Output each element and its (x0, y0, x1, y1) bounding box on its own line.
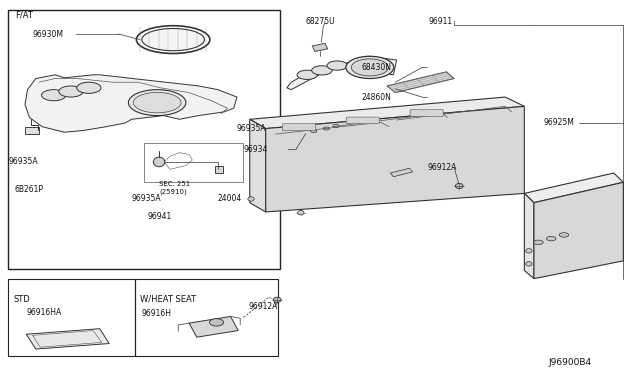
Polygon shape (312, 43, 328, 51)
Text: 96912A: 96912A (248, 302, 278, 311)
Polygon shape (287, 56, 397, 90)
Ellipse shape (133, 92, 181, 113)
Text: 96925M: 96925M (543, 119, 574, 128)
Ellipse shape (248, 197, 254, 201)
Bar (8, 10, 280, 269)
FancyBboxPatch shape (282, 124, 316, 131)
Ellipse shape (77, 82, 101, 93)
FancyBboxPatch shape (410, 110, 444, 116)
Bar (215, 166, 223, 173)
Text: SEC. 251
(25910): SEC. 251 (25910) (159, 181, 190, 195)
Ellipse shape (525, 248, 532, 253)
Polygon shape (534, 182, 623, 279)
Text: 24004: 24004 (218, 195, 242, 203)
Text: 96916H: 96916H (141, 310, 171, 318)
Bar (25, 128, 39, 134)
Text: STD: STD (13, 295, 30, 304)
Text: 96935A: 96935A (237, 124, 267, 133)
Text: J96900B4: J96900B4 (548, 357, 592, 366)
Ellipse shape (351, 59, 388, 76)
Text: 96935A: 96935A (132, 195, 161, 203)
Text: 96935A: 96935A (9, 157, 38, 166)
FancyBboxPatch shape (346, 117, 380, 124)
Ellipse shape (547, 236, 556, 241)
Text: 6B261P: 6B261P (15, 185, 44, 194)
Text: F/AT: F/AT (15, 10, 33, 19)
Text: 96916HA: 96916HA (26, 308, 61, 317)
Polygon shape (250, 119, 266, 212)
Ellipse shape (298, 211, 304, 215)
Ellipse shape (333, 125, 339, 128)
Polygon shape (390, 168, 413, 177)
Text: 96930M: 96930M (33, 29, 63, 39)
Ellipse shape (559, 233, 569, 237)
Polygon shape (266, 106, 524, 212)
Ellipse shape (534, 240, 543, 244)
Bar (8, 279, 135, 356)
Polygon shape (387, 72, 454, 93)
Polygon shape (524, 193, 534, 279)
Ellipse shape (327, 61, 348, 70)
Ellipse shape (456, 183, 463, 189)
Ellipse shape (273, 297, 281, 302)
Ellipse shape (297, 70, 317, 80)
Text: 68430N: 68430N (362, 63, 392, 72)
Ellipse shape (142, 29, 204, 51)
Ellipse shape (59, 86, 83, 97)
Polygon shape (189, 317, 238, 337)
Text: 96912A: 96912A (428, 163, 457, 172)
Ellipse shape (323, 127, 330, 130)
Bar (135, 279, 278, 356)
Text: 96941: 96941 (148, 212, 172, 221)
Ellipse shape (154, 157, 165, 167)
Ellipse shape (129, 90, 186, 116)
Polygon shape (25, 75, 237, 132)
Polygon shape (250, 97, 524, 129)
Ellipse shape (209, 319, 223, 326)
Text: W/HEAT SEAT: W/HEAT SEAT (140, 295, 196, 304)
Polygon shape (26, 329, 109, 349)
Text: 96934: 96934 (243, 145, 268, 154)
Ellipse shape (42, 90, 66, 101)
Ellipse shape (310, 130, 317, 133)
Polygon shape (306, 124, 342, 138)
Ellipse shape (525, 262, 532, 266)
Text: 68275U: 68275U (306, 17, 335, 26)
Text: 96911: 96911 (429, 17, 452, 26)
Polygon shape (524, 173, 623, 203)
Text: 24860N: 24860N (362, 93, 392, 102)
Ellipse shape (312, 66, 332, 75)
Ellipse shape (346, 56, 394, 78)
Bar (145, 143, 243, 182)
